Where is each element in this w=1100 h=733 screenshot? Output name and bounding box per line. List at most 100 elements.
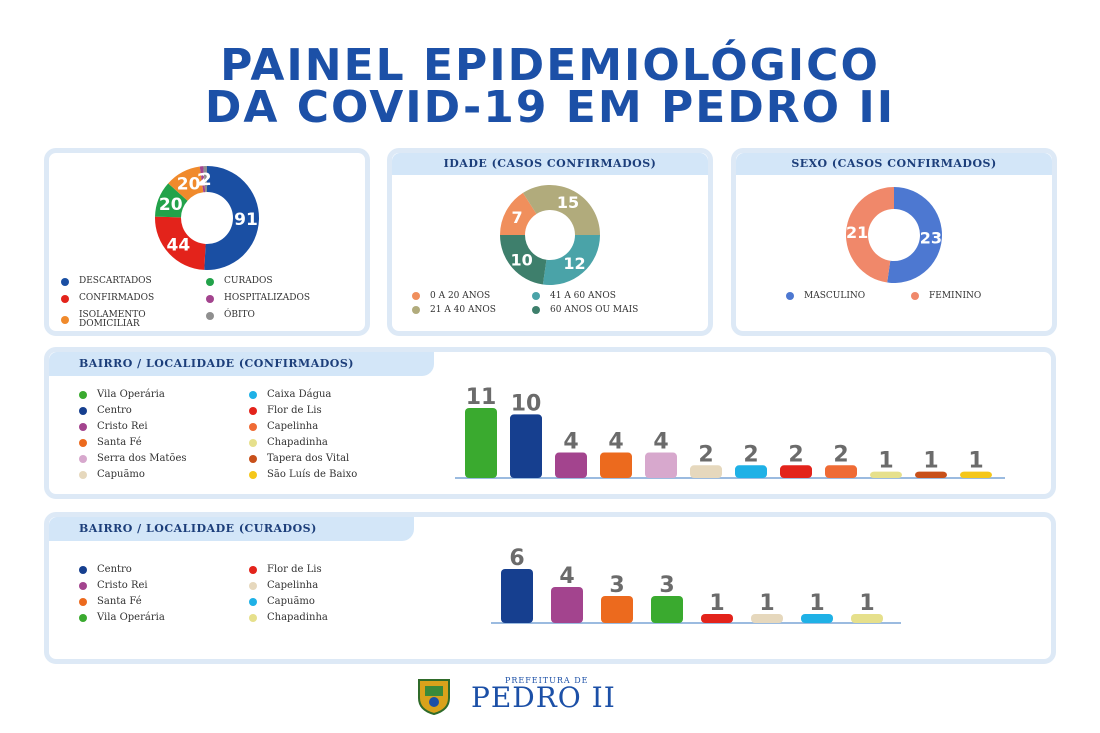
bar-vila-operaria bbox=[465, 408, 497, 478]
legend-item-centro: Centro bbox=[79, 564, 132, 575]
legend-item-serra-dos-matoes: Serra dos Matões bbox=[79, 453, 187, 464]
legend-item-capuamo: Capuãmo bbox=[79, 469, 145, 480]
legend-label: CONFIRMADOS bbox=[79, 293, 155, 303]
legend-label: Chapadinha bbox=[267, 437, 328, 448]
legend-label: Cristo Rei bbox=[97, 421, 148, 432]
bar-value-label-serra-dos-matoes: 4 bbox=[653, 430, 668, 455]
legend-label: Caixa Dágua bbox=[267, 389, 332, 400]
legend-label: Santa Fé bbox=[97, 437, 142, 448]
bar-value-label-flor-de-lis: 2 bbox=[788, 442, 803, 467]
legend-swatch bbox=[249, 454, 257, 463]
donut-value-label-0-a-20-anos: 7 bbox=[512, 208, 523, 227]
bar-value-label-chapadinha: 1 bbox=[878, 449, 893, 474]
legend-item-flor-de-lis: Flor de Lis bbox=[249, 564, 322, 575]
legend-item-overview: HOSPITALIZADOS bbox=[206, 294, 310, 303]
bar-capelinha bbox=[825, 465, 857, 478]
legend-swatch bbox=[79, 454, 87, 463]
donut-value-label-isolamento-domiciliar: 20 bbox=[177, 175, 201, 195]
legend-swatch bbox=[206, 277, 214, 286]
bar-capuamo bbox=[690, 465, 722, 478]
legend-label: Serra dos Matões bbox=[97, 453, 187, 464]
donut-value-label-curados: 20 bbox=[159, 195, 183, 215]
bar-chapadinha bbox=[851, 614, 883, 623]
legend-item-santa-fe: Santa Fé bbox=[79, 596, 142, 607]
legend-item-overview: CONFIRMADOS bbox=[61, 294, 154, 303]
age-donut-chart: 7 15 12 10 bbox=[500, 185, 600, 285]
legend-label: HOSPITALIZADOS bbox=[224, 293, 311, 303]
city-crest-logo bbox=[418, 679, 450, 716]
legend-label: 60 ANOS OU MAIS bbox=[550, 305, 639, 315]
footer-logo: PREFEITURA DE PEDRO II bbox=[415, 676, 655, 716]
legend-item-overview: DESCARTADOS bbox=[61, 277, 152, 286]
legend-swatch bbox=[61, 294, 69, 303]
legend-label: Santa Fé bbox=[97, 596, 142, 607]
legend-label: Capelinha bbox=[267, 580, 319, 591]
donut-value-label-confirmados: 44 bbox=[167, 236, 191, 256]
bar-flor-de-lis bbox=[780, 465, 812, 478]
cured-neighborhood-legend: Centro Cristo Rei Santa Fé Vila Operária Flo… bbox=[79, 564, 409, 634]
age-card: IDADE (CASOS CONFIRMADOS) 7 15 12 10 0 A 20… bbox=[387, 148, 713, 336]
legend-label: Chapadinha bbox=[267, 612, 328, 623]
legend-item-capelinha: Capelinha bbox=[249, 421, 318, 432]
donut-value-label-descartados: 91 bbox=[234, 210, 258, 230]
bar-vila-operaria bbox=[651, 596, 683, 623]
confirmed-neighborhood-title: BAIRRO / LOCALIDADE (CONFIRMADOS) bbox=[49, 352, 434, 376]
donut-slice-21-a-40-anos bbox=[522, 185, 600, 235]
sex-donut-chart: 23 21 bbox=[846, 187, 942, 283]
donut-value-label-41-a-60-anos: 12 bbox=[563, 254, 585, 273]
donut-value-label-masculino: 23 bbox=[920, 228, 942, 247]
bar-centro bbox=[501, 569, 533, 623]
bar-santa-fe bbox=[600, 452, 632, 478]
donut-slice-60-anos-ou-mais bbox=[500, 235, 547, 285]
bar-tapera-dos-vital bbox=[915, 471, 947, 478]
legend-swatch bbox=[79, 565, 87, 574]
legend-label: Capuãmo bbox=[267, 596, 315, 607]
bar-value-label-capelinha: 2 bbox=[833, 442, 848, 467]
legend-swatch bbox=[61, 316, 69, 324]
legend-item-capuamo: Capuãmo bbox=[249, 596, 315, 607]
legend-swatch bbox=[249, 390, 257, 399]
bar-value-label-flor-de-lis: 1 bbox=[709, 591, 724, 616]
legend-item-age: 60 ANOS OU MAIS bbox=[532, 305, 638, 315]
legend-label: Vila Operária bbox=[97, 612, 165, 623]
legend-swatch bbox=[79, 406, 87, 415]
legend-swatch bbox=[249, 470, 257, 479]
bar-capelinha bbox=[751, 614, 783, 623]
bar-cristo-rei bbox=[551, 587, 583, 623]
donut-slice-curados bbox=[155, 183, 188, 218]
legend-item-age: 21 A 40 ANOS bbox=[412, 305, 496, 315]
sex-card-title: SEXO (CASOS CONFIRMADOS) bbox=[736, 153, 1052, 175]
bar-value-label-cristo-rei: 4 bbox=[559, 564, 574, 589]
legend-item-vila-operaria: Vila Operária bbox=[79, 389, 165, 400]
overview-card: 91 44 20 20 2 2 DESCARTADOS CONFIRMADOS ISOLAME… bbox=[44, 148, 370, 336]
legend-item-sex: MASCULINO bbox=[786, 291, 865, 301]
bar-value-label-vila-operaria: 11 bbox=[466, 385, 497, 410]
age-card-title: IDADE (CASOS CONFIRMADOS) bbox=[392, 153, 708, 175]
donut-value-label-obito: 2 bbox=[200, 170, 212, 190]
donut-slice-0-a-20-anos bbox=[500, 192, 537, 235]
legend-swatch bbox=[249, 565, 257, 574]
bar-value-label-santa-fe: 3 bbox=[609, 573, 624, 598]
legend-swatch bbox=[206, 294, 214, 303]
legend-label: MASCULINO bbox=[804, 291, 866, 301]
legend-item-flor-de-lis: Flor de Lis bbox=[249, 405, 322, 416]
bar-caixa-dagua bbox=[735, 465, 767, 478]
bar-value-label-centro: 10 bbox=[511, 391, 542, 416]
legend-swatch bbox=[79, 613, 87, 622]
legend-label: 41 A 60 ANOS bbox=[550, 291, 616, 301]
legend-label: ÓBITO bbox=[224, 310, 255, 320]
legend-swatch bbox=[79, 470, 87, 479]
bar-value-label-tapera-dos-vital: 1 bbox=[923, 449, 938, 474]
legend-label: Tapera dos Vital bbox=[267, 453, 350, 464]
legend-label: Capelinha bbox=[267, 421, 319, 432]
legend-item-santa-fe: Santa Fé bbox=[79, 437, 142, 448]
legend-item-caixa-dagua: Caixa Dágua bbox=[249, 389, 331, 400]
donut-slice-descartados bbox=[204, 166, 259, 270]
overview-legend: DESCARTADOS CONFIRMADOS ISOLAMENTO DOMICIL… bbox=[61, 277, 371, 337]
sex-card: SEXO (CASOS CONFIRMADOS) 23 21 MASCULINO F… bbox=[731, 148, 1057, 336]
legend-swatch bbox=[79, 581, 87, 590]
bar-sao-luis-de-baixo bbox=[960, 471, 992, 478]
bar-capuamo bbox=[801, 614, 833, 623]
legend-swatch bbox=[412, 306, 420, 314]
